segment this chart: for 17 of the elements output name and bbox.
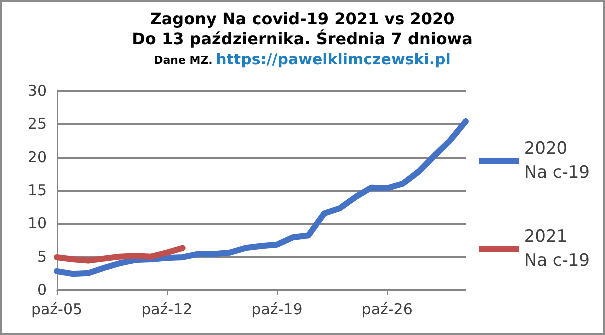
x-tick-label: paź-12 <box>142 300 193 318</box>
y-tick-label: 5 <box>37 248 47 266</box>
y-tick-label: 25 <box>28 115 47 134</box>
text: Dane MZ. <box>154 54 213 67</box>
y-tick-label: 0 <box>37 281 47 299</box>
y-tick-label: 15 <box>28 182 47 200</box>
y-tick-label: 30 <box>28 82 47 100</box>
text: https://pawelklimczewski.pl <box>216 50 451 68</box>
y-tick-label: 10 <box>28 214 47 233</box>
chart-title: Zagony Na covid-19 2021 vs 2020 <box>150 10 455 28</box>
legend-label: 2021 Na c-19 <box>524 227 590 271</box>
legend-label: 2020 Na c-19 <box>524 139 590 183</box>
x-tick-label: paź-26 <box>362 300 413 318</box>
x-tick-label: paź-19 <box>252 300 303 318</box>
chart-subtitle: Do 13 października. Średnia 7 dniowa <box>132 30 473 48</box>
y-tick-label: 20 <box>28 148 47 166</box>
x-tick-label: paź-05 <box>31 300 83 318</box>
